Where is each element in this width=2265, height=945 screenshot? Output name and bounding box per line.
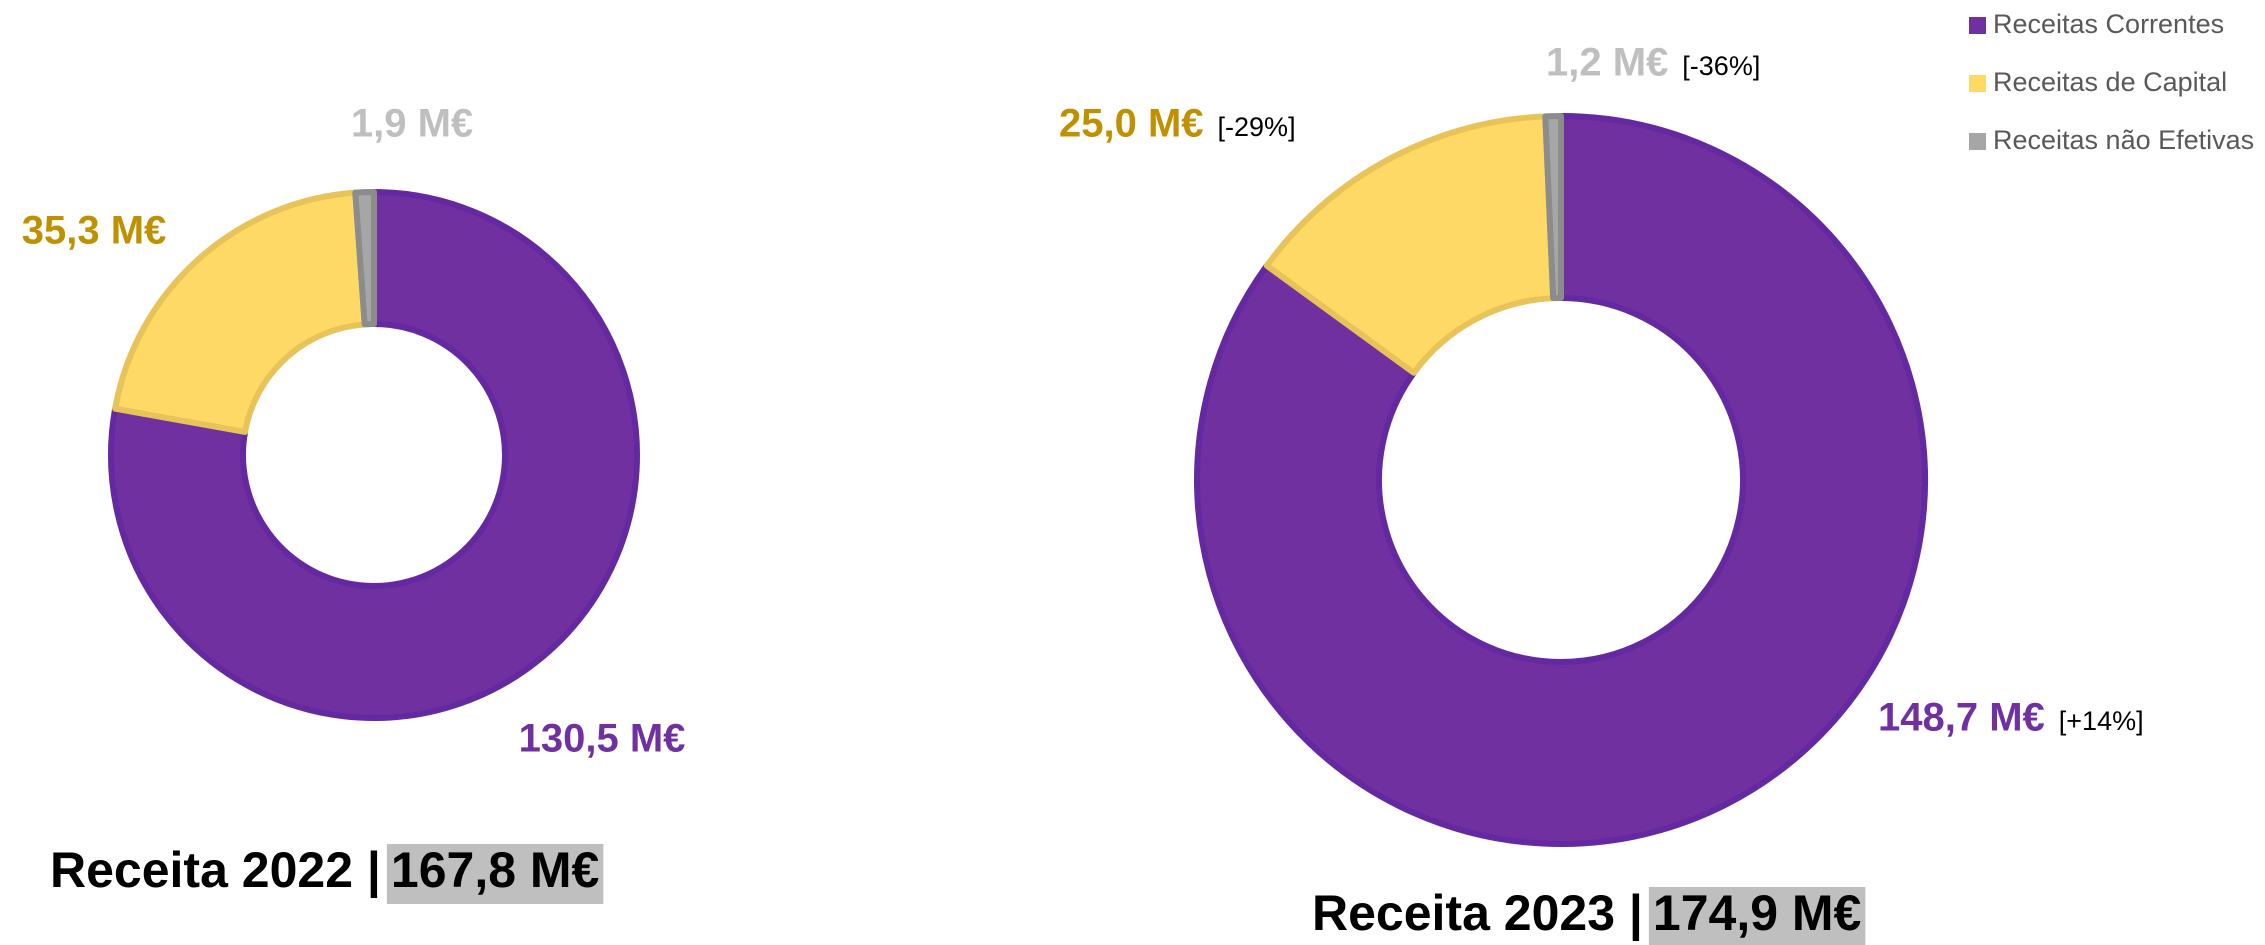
donut-slice bbox=[1263, 113, 1557, 376]
change-label: [+14%] bbox=[2059, 706, 2144, 736]
total-highlight bbox=[1648, 887, 1866, 945]
value-label: 1,9 M€ bbox=[351, 102, 473, 146]
legend-swatch bbox=[1969, 133, 1986, 150]
total-label: 174,9 M€ bbox=[1653, 885, 1861, 941]
donut-slice bbox=[352, 189, 377, 328]
legend-swatch bbox=[1969, 17, 1986, 34]
change-label: [-29%] bbox=[1218, 112, 1296, 142]
donut-slice bbox=[108, 189, 640, 721]
value-label: 130,5 M€ bbox=[519, 717, 686, 761]
value-label: 148,7 M€ bbox=[1878, 696, 2045, 740]
donut-slice bbox=[112, 189, 368, 435]
chart-title: Receita 2022 | bbox=[50, 842, 381, 899]
legend-swatch bbox=[1969, 75, 1986, 92]
donut-slice bbox=[1542, 113, 1564, 302]
legend-label: Receitas de Capital bbox=[1993, 67, 2227, 97]
legend-label: Receitas Correntes bbox=[1993, 9, 2224, 39]
chart-title: Receita 2023 | bbox=[1312, 885, 1643, 942]
value-label: 35,3 M€ bbox=[22, 209, 167, 253]
value-label: 25,0 M€ bbox=[1059, 102, 1204, 146]
total-label: 167,8 M€ bbox=[391, 842, 599, 898]
change-label: [-36%] bbox=[1682, 51, 1760, 81]
total-highlight bbox=[386, 844, 604, 904]
legend-label: Receitas não Efetivas bbox=[1993, 125, 2254, 155]
donut-slice bbox=[1194, 113, 1928, 847]
value-label: 1,2 M€ bbox=[1546, 41, 1668, 85]
